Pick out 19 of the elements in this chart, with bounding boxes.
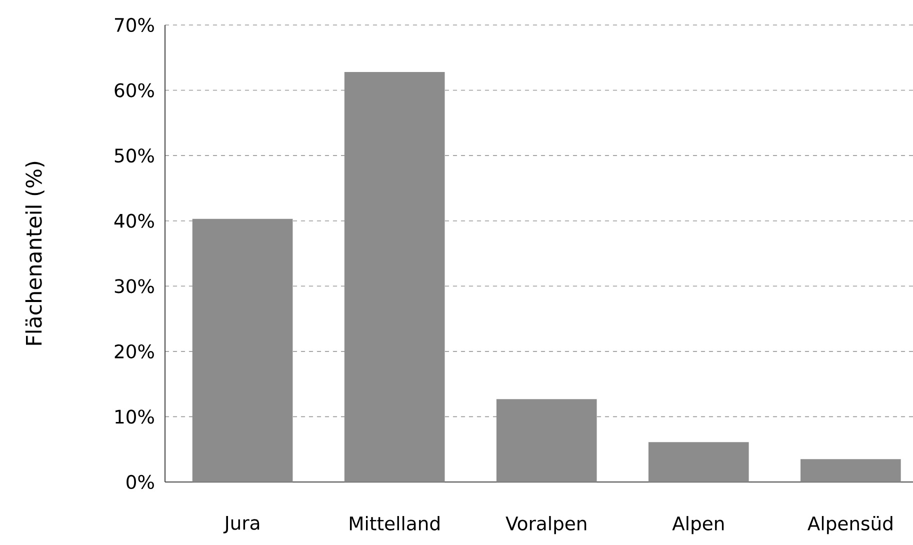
y-tick-label: 60%	[114, 83, 154, 98]
y-tick-label: 40%	[114, 214, 154, 228]
y-axis-title: Flächenanteil (%)	[25, 162, 44, 345]
x-tick-label: Mittelland	[350, 516, 440, 530]
y-tick-label: 70%	[115, 18, 154, 32]
bar	[496, 399, 597, 482]
bar	[800, 459, 901, 482]
y-tick-label: 50%	[114, 148, 154, 163]
x-tick-label: Alpensüd	[808, 516, 892, 534]
bar	[192, 218, 293, 482]
x-tick-label: Jura	[223, 516, 260, 534]
x-tick-label: Alpen	[672, 516, 724, 534]
y-tick-label: 10%	[116, 410, 154, 424]
x-tick-label: Voralpen	[506, 516, 586, 534]
bar	[344, 72, 445, 482]
y-tick-label: 30%	[114, 279, 154, 294]
y-tick-label: 20%	[114, 344, 154, 358]
y-tick-label: 0%	[126, 474, 154, 490]
bar	[648, 442, 749, 482]
